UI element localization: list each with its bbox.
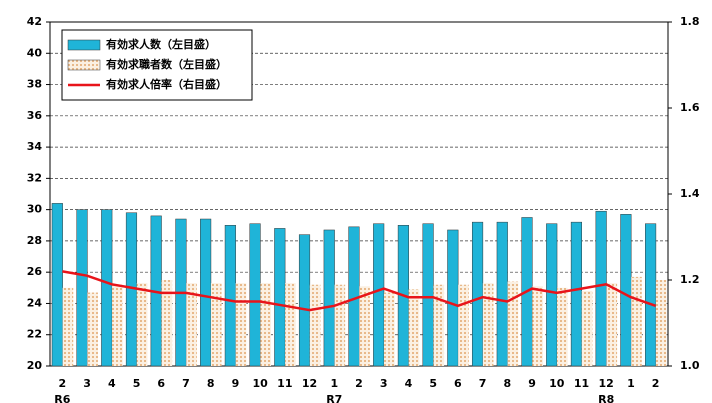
x-tick-label: 10 xyxy=(549,377,565,390)
bar xyxy=(570,221,582,367)
legend-label: 有効求職者数（左目盛） xyxy=(106,57,227,71)
bar xyxy=(655,280,667,366)
y2-tick-label: 1.8 xyxy=(680,15,700,28)
bar xyxy=(507,281,519,366)
x-tick-label: 11 xyxy=(574,377,589,390)
x-tick-label: 4 xyxy=(405,377,413,390)
y-tick-label: 24 xyxy=(27,296,43,309)
x-tick-label: 3 xyxy=(83,377,91,390)
x-tick-label: 2 xyxy=(355,377,363,390)
y-tick-label: 32 xyxy=(27,171,42,184)
bar xyxy=(408,289,420,366)
y-tick-label: 28 xyxy=(27,234,42,247)
x-tick-label: 7 xyxy=(182,377,190,390)
y-tick-label: 30 xyxy=(27,203,43,216)
bar xyxy=(51,203,63,367)
legend-swatch xyxy=(67,59,101,71)
x-tick-label: 9 xyxy=(528,377,536,390)
bar xyxy=(620,214,632,367)
bar xyxy=(595,210,607,367)
bar xyxy=(433,284,445,366)
x-tick-label: 12 xyxy=(302,377,317,390)
x-tick-label: 2 xyxy=(59,377,67,390)
bar xyxy=(373,223,385,367)
y-tick-label: 26 xyxy=(27,265,43,278)
x-tick-label: 12 xyxy=(599,377,614,390)
bar xyxy=(309,284,321,366)
bar xyxy=(87,292,98,366)
x-tick-label: 4 xyxy=(108,377,116,390)
bar xyxy=(76,209,88,367)
x-tick-label: 7 xyxy=(479,377,487,390)
y-tick-label: 36 xyxy=(27,109,43,122)
bar xyxy=(161,280,173,366)
bar xyxy=(101,209,113,367)
y-tick-label: 22 xyxy=(27,328,42,341)
x-tick-label: 1 xyxy=(330,377,338,390)
y2-tick-label: 1.6 xyxy=(680,101,700,114)
x-group-label: R8 xyxy=(598,393,614,403)
y-tick-label: 38 xyxy=(27,78,42,91)
bar xyxy=(136,283,148,366)
bar xyxy=(200,218,212,367)
x-tick-label: 8 xyxy=(503,377,511,390)
y2-tick-label: 1.4 xyxy=(680,187,700,200)
bar xyxy=(112,284,123,366)
x-tick-label: 10 xyxy=(252,377,268,390)
x-tick-label: 9 xyxy=(232,377,240,390)
bar xyxy=(581,290,593,366)
bar xyxy=(447,229,459,367)
x-tick-label: 11 xyxy=(277,377,292,390)
bar xyxy=(334,284,346,366)
legend-swatch xyxy=(67,39,101,51)
bar xyxy=(298,234,311,367)
x-tick-label: 5 xyxy=(133,377,141,390)
y-tick-label: 40 xyxy=(27,46,43,59)
bar xyxy=(323,229,335,367)
x-tick-label: 8 xyxy=(207,377,215,390)
bar xyxy=(631,276,642,366)
y2-tick-label: 1.2 xyxy=(680,273,700,286)
y-tick-label: 20 xyxy=(27,359,43,372)
bar xyxy=(274,228,286,367)
bar xyxy=(471,221,484,367)
bar xyxy=(260,283,272,366)
bar xyxy=(557,287,568,366)
bar xyxy=(606,283,618,366)
x-group-label: R7 xyxy=(326,393,342,403)
bar xyxy=(422,223,434,367)
bar xyxy=(546,223,558,367)
bar xyxy=(249,223,261,367)
legend-label: 有効求人倍率（右目盛） xyxy=(106,77,227,91)
bar xyxy=(496,221,508,367)
bar xyxy=(482,283,494,366)
bar xyxy=(210,283,222,366)
x-tick-label: 1 xyxy=(627,377,635,390)
bar xyxy=(235,283,247,366)
x-tick-label: 3 xyxy=(380,377,388,390)
line xyxy=(62,270,657,312)
bar xyxy=(186,283,197,366)
bar xyxy=(645,223,657,367)
x-group-label: R6 xyxy=(54,393,70,403)
bar xyxy=(224,225,236,367)
bar xyxy=(359,286,370,366)
bar xyxy=(532,286,543,366)
x-tick-label: 6 xyxy=(157,377,165,390)
bar xyxy=(62,287,74,366)
legend-label: 有効求人数（左目盛） xyxy=(106,37,216,51)
bar xyxy=(285,283,296,366)
y-tick-label: 34 xyxy=(27,140,43,153)
y2-tick-label: 1.0 xyxy=(680,359,700,372)
y-tick-label: 42 xyxy=(27,15,42,28)
bar xyxy=(383,292,395,366)
x-tick-label: 5 xyxy=(429,377,437,390)
x-tick-label: 2 xyxy=(652,377,660,390)
x-tick-label: 6 xyxy=(454,377,462,390)
bar xyxy=(458,284,469,366)
